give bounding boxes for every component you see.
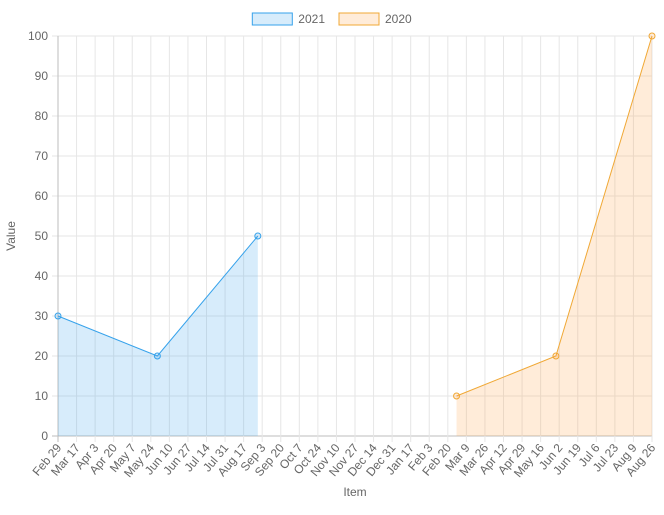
y-tick-label: 40 (35, 269, 49, 283)
y-tick-label: 100 (28, 29, 48, 43)
y-tick-label: 60 (35, 189, 49, 203)
data-point[interactable] (552, 352, 560, 360)
y-tick-label: 0 (41, 429, 48, 443)
data-point[interactable] (453, 392, 461, 400)
y-tick-label: 90 (35, 69, 49, 83)
x-axis-title: Item (343, 485, 366, 499)
y-axis-title: Value (4, 221, 18, 251)
data-point[interactable] (153, 352, 161, 360)
data-point[interactable] (254, 232, 262, 240)
y-tick-label: 80 (35, 109, 49, 123)
series-0-line (57, 235, 259, 357)
series-lines (57, 35, 653, 397)
legend-label: 2020 (385, 12, 412, 26)
series-areas (58, 36, 652, 436)
data-points (54, 32, 656, 400)
y-tick-label: 70 (35, 149, 49, 163)
data-point[interactable] (648, 32, 656, 40)
series-0-area (58, 236, 258, 436)
legend-swatch[interactable] (251, 12, 293, 26)
y-tick-label: 50 (35, 229, 49, 243)
y-tick-label: 20 (35, 349, 49, 363)
series-1-area (456, 36, 652, 436)
legend-label: 2021 (298, 12, 325, 26)
grid (52, 35, 653, 442)
y-tick-label: 30 (35, 309, 49, 323)
series-1-line (456, 35, 653, 397)
legend[interactable]: 2021 2020 (251, 12, 412, 26)
legend-swatch[interactable] (338, 12, 380, 26)
data-point[interactable] (54, 312, 62, 320)
y-tick-label: 10 (35, 389, 49, 403)
